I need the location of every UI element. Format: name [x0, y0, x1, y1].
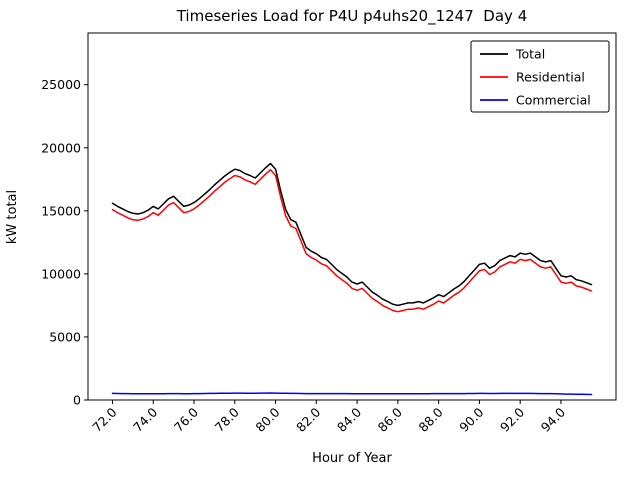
legend-label: Total — [515, 47, 545, 62]
series-line-commercial — [111, 392, 593, 396]
x-axis-label: Hour of Year — [312, 451, 392, 466]
legend: Total Residential Commercial — [470, 40, 610, 113]
y-tick-label: 15000 — [41, 203, 81, 218]
series-lines — [111, 162, 593, 396]
axes-spines — [87, 32, 617, 401]
y-axis-ticks: 0 5000 10000 15000 20000 25000 — [41, 77, 88, 408]
legend-item-total: Total — [480, 47, 545, 62]
series-line-total — [111, 162, 593, 307]
y-tick-label: 25000 — [41, 77, 81, 92]
legend-label: Commercial — [516, 93, 591, 108]
y-tick-label: 20000 — [41, 140, 81, 155]
y-tick-label: 10000 — [41, 266, 81, 281]
y-tick-label: 0 — [73, 393, 81, 408]
series-line-residential — [111, 169, 593, 313]
y-axis-label: kW total — [5, 190, 20, 244]
legend-box — [470, 40, 610, 113]
legend-label: Residential — [516, 70, 585, 85]
y-tick-label: 5000 — [49, 329, 81, 344]
chart-title: Timeseries Load for P4U p4uhs20_1247 Day… — [176, 7, 528, 26]
legend-item-residential: Residential — [480, 70, 585, 85]
legend-item-commercial: Commercial — [480, 93, 591, 108]
